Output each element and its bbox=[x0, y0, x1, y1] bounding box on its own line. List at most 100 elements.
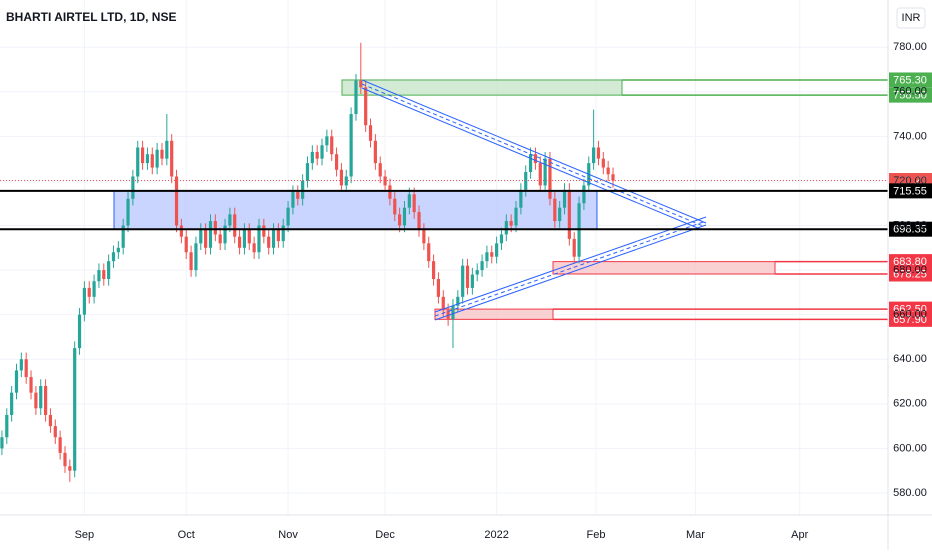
candle-body bbox=[34, 392, 38, 409]
price-badge bbox=[889, 183, 932, 199]
candle-body bbox=[252, 243, 256, 253]
candle-body bbox=[412, 194, 416, 213]
candle-body bbox=[145, 154, 150, 164]
candle-body bbox=[242, 229, 247, 248]
candle-body bbox=[107, 261, 111, 280]
zone bbox=[341, 79, 623, 96]
zone bbox=[113, 190, 598, 230]
candle-body bbox=[301, 180, 305, 199]
candle-body bbox=[407, 194, 411, 208]
candle-body bbox=[349, 114, 353, 177]
candle-body bbox=[427, 243, 431, 262]
candle-body bbox=[310, 151, 314, 164]
candle-body bbox=[461, 265, 465, 297]
candle-body bbox=[398, 214, 402, 226]
candle-body bbox=[611, 174, 615, 181]
candle-body bbox=[451, 305, 455, 320]
price-badge-label: 758.50 bbox=[893, 90, 927, 102]
candle-body bbox=[0, 437, 4, 449]
price-badge-label: 765.30 bbox=[893, 74, 927, 86]
price-badge bbox=[889, 311, 932, 327]
candle-body bbox=[10, 392, 14, 415]
candle-body bbox=[97, 270, 101, 282]
upper-channel-mid bbox=[361, 83, 704, 227]
candle-body bbox=[174, 176, 179, 226]
candle-body bbox=[592, 147, 596, 164]
candle-body bbox=[393, 198, 397, 215]
candle-body bbox=[378, 163, 382, 177]
candle-body bbox=[87, 287, 91, 297]
currency-label[interactable]: INR bbox=[902, 12, 921, 24]
upper-channel bbox=[361, 79, 707, 224]
candle-body bbox=[402, 207, 407, 226]
candle-body bbox=[48, 414, 53, 427]
candle-body bbox=[490, 252, 494, 257]
candle-body bbox=[165, 140, 169, 159]
candle-body bbox=[136, 147, 140, 177]
price-badge bbox=[889, 72, 932, 88]
candle-body bbox=[562, 189, 567, 208]
candle-body bbox=[572, 238, 576, 257]
candle-body bbox=[354, 80, 358, 115]
price-badge bbox=[889, 221, 932, 237]
candle-body bbox=[359, 80, 363, 88]
currency-button[interactable] bbox=[896, 7, 926, 29]
candle-body bbox=[204, 229, 208, 248]
candle-body bbox=[373, 140, 377, 164]
candle-body bbox=[480, 261, 484, 271]
price-badge-label: 715.55 bbox=[893, 185, 927, 197]
candle-body bbox=[528, 154, 533, 173]
candle-body bbox=[364, 87, 368, 126]
candle-body bbox=[160, 149, 164, 159]
candle-body bbox=[43, 385, 48, 415]
candle-body bbox=[121, 225, 125, 248]
candle-body bbox=[504, 221, 508, 235]
price-badge bbox=[889, 266, 932, 282]
candle-body bbox=[325, 136, 329, 146]
candle-body bbox=[68, 466, 72, 471]
candle-body bbox=[339, 169, 344, 186]
candle-body bbox=[281, 225, 285, 242]
candles bbox=[0, 42, 615, 482]
y-tick-label: 580.00 bbox=[893, 487, 927, 499]
candle-body bbox=[63, 452, 67, 467]
candle-body bbox=[126, 198, 130, 226]
candle-body bbox=[436, 279, 441, 297]
upper-channel bbox=[361, 87, 701, 230]
candle-body bbox=[257, 225, 261, 253]
x-tick-label: 2022 bbox=[484, 529, 508, 541]
candle-body bbox=[330, 136, 334, 155]
axes: 580.00 600.00 620.00 640.00 660.00 680.00 700.… bbox=[75, 41, 927, 541]
candle-body bbox=[582, 185, 586, 204]
levels: 765.30758.50720.20715.55698.35683.80678.… bbox=[0, 72, 932, 327]
candle-body bbox=[456, 296, 460, 306]
candle-body bbox=[499, 234, 504, 244]
candle-body bbox=[53, 426, 57, 438]
x-tick-label: Oct bbox=[178, 529, 195, 541]
zone bbox=[552, 261, 776, 275]
candle-body bbox=[184, 236, 188, 253]
candle-body bbox=[553, 198, 557, 222]
candle-body bbox=[344, 176, 348, 186]
candle-body bbox=[237, 236, 242, 248]
candle-body bbox=[495, 243, 499, 257]
candle-body bbox=[538, 163, 542, 186]
candle-body bbox=[417, 212, 421, 230]
candle-body bbox=[596, 147, 601, 159]
candle-body bbox=[315, 151, 319, 159]
candle-body bbox=[514, 207, 518, 226]
candle-body bbox=[267, 236, 271, 248]
candle-body bbox=[77, 314, 82, 349]
lower-channel bbox=[434, 224, 707, 321]
lower-channel bbox=[434, 216, 707, 313]
candle-body bbox=[470, 274, 474, 288]
y-tick-label: 740.00 bbox=[893, 130, 927, 142]
candle-body bbox=[82, 287, 86, 315]
candle-body bbox=[601, 158, 605, 168]
candle-body bbox=[73, 348, 77, 471]
candle-body bbox=[116, 247, 120, 253]
candle-body bbox=[334, 154, 339, 170]
candle-body bbox=[485, 252, 489, 262]
candle-body bbox=[271, 229, 276, 248]
y-tick-label: 600.00 bbox=[893, 442, 927, 454]
